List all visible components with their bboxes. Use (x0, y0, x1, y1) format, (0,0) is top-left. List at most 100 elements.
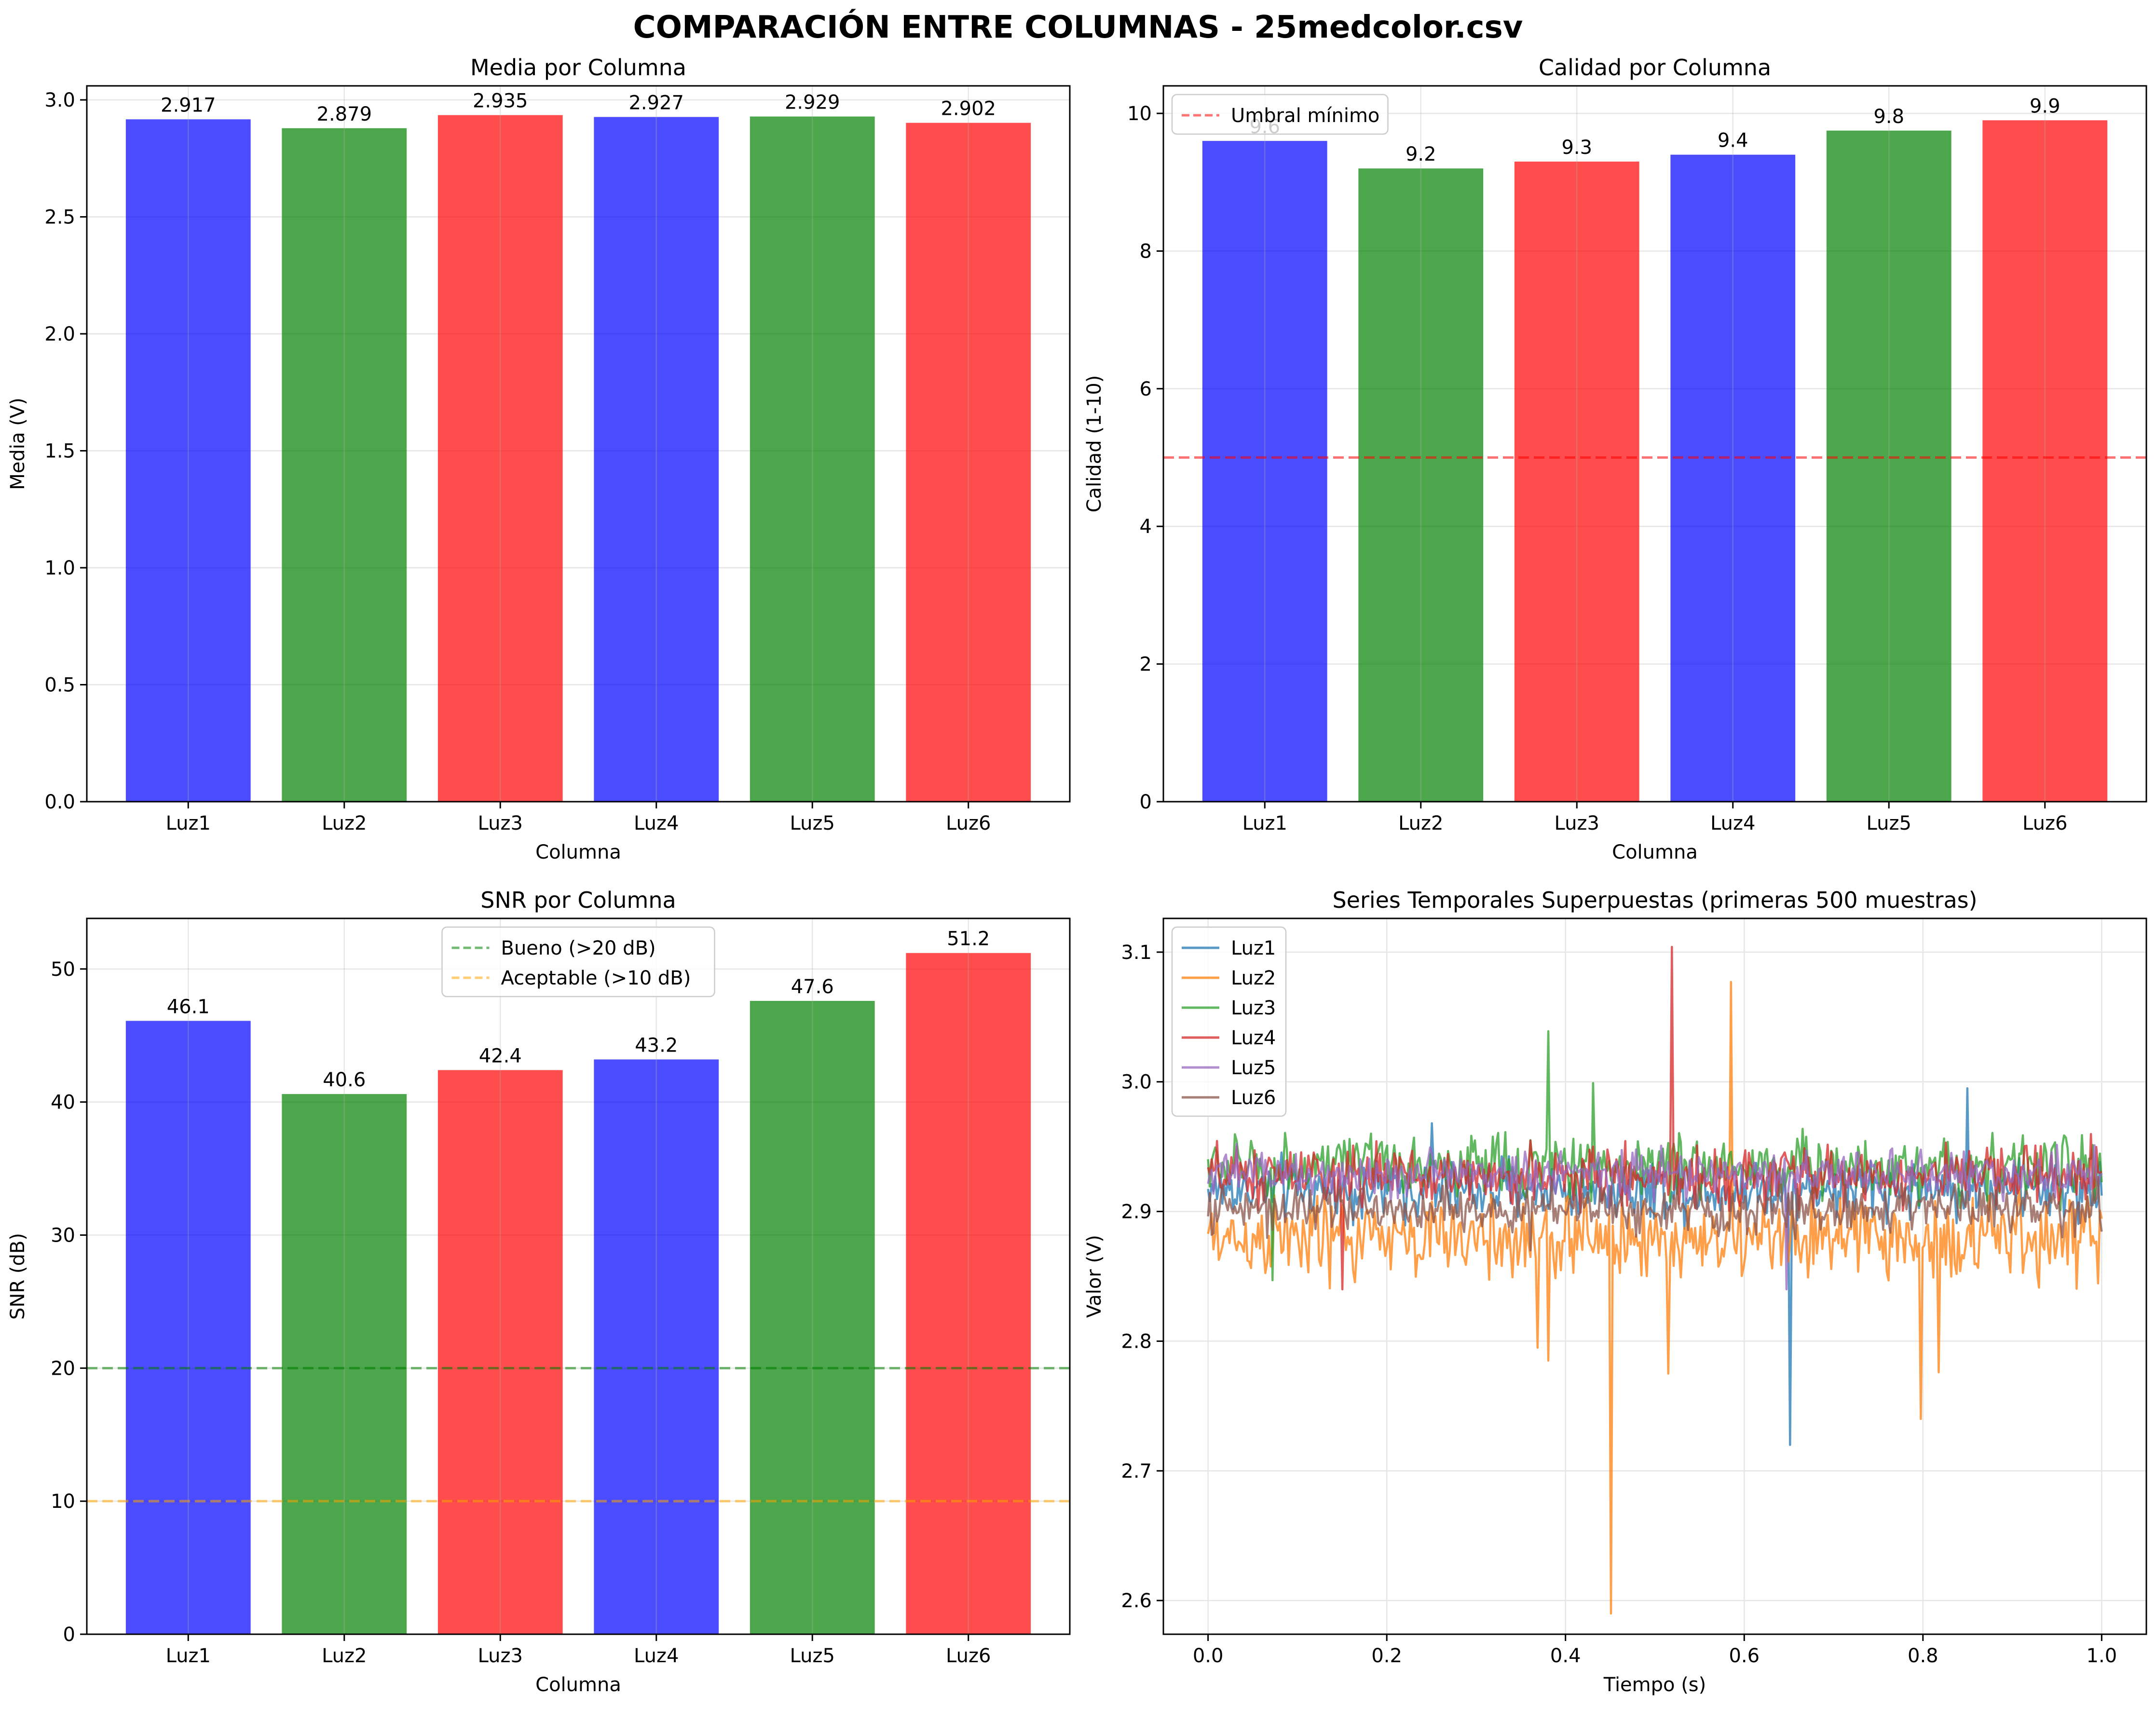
bar-luz6 (906, 123, 1031, 802)
legend-label: Luz6 (1231, 1087, 1276, 1109)
y-tick-label: 8 (1140, 240, 1152, 262)
y-tick-label: 0.0 (44, 791, 75, 813)
y-tick-label: 10 (1127, 103, 1152, 125)
axes-frame-1 (1162, 85, 2147, 803)
bar-luz4 (1670, 154, 1796, 802)
x-tick-label: Luz6 (2022, 812, 2067, 834)
x-tick-label: Luz6 (946, 812, 991, 834)
x-tick-label: 0.8 (1908, 1645, 1938, 1667)
legend-snr: Bueno (>20 dB) Aceptable (>10 dB) (441, 926, 715, 998)
bar-luz2 (1358, 168, 1484, 802)
x-tick-label: Luz2 (322, 1645, 367, 1667)
bar-value-label: 2.935 (473, 90, 528, 112)
bar-value-label: 9.8 (1873, 106, 1904, 128)
y-tick-label: 30 (51, 1224, 75, 1246)
figure-suptitle: COMPARACIÓN ENTRE COLUMNAS - 25medcolor.… (633, 9, 1523, 45)
chart-title-1: Calidad por Columna (1539, 55, 1771, 81)
y-tick-label: 2.0 (44, 323, 75, 345)
y-tick-label: 2.7 (1121, 1460, 1152, 1482)
y-axis-label-1: Calidad (1-10) (1083, 375, 1105, 513)
legend-series: Luz1 Luz2 Luz3 Luz4 Luz5 Luz6 (1171, 926, 1287, 1117)
x-tick-label: Luz1 (166, 812, 211, 834)
y-tick-label: 2 (1140, 654, 1152, 676)
x-tick-label: Luz3 (1555, 812, 1599, 834)
bar-luz6 (1982, 120, 2108, 802)
y-tick-label: 40 (51, 1092, 75, 1114)
series-line-luz2 (1207, 981, 2103, 1615)
chart-title-2: SNR por Columna (480, 887, 676, 913)
x-tick-label: Luz5 (790, 812, 835, 834)
y-tick-label: 3.0 (44, 89, 75, 111)
chart-title-3: Series Temporales Superpuestas (primeras… (1332, 887, 1977, 913)
x-tick-label: 0.6 (1729, 1645, 1760, 1667)
x-tick-label: Luz1 (1242, 812, 1287, 834)
bar-value-label: 9.9 (2030, 95, 2060, 117)
y-axis-label-3: Valor (V) (1083, 1235, 1105, 1318)
x-tick-label: Luz5 (790, 1645, 835, 1667)
x-tick-label: 0.0 (1193, 1645, 1224, 1667)
chart-snr: 0 10 20 30 40 50 46.1 Luz1 40.6 Luz2 42.4 Luz3 43.2 L… (7, 887, 1071, 1696)
x-axis-label-3: Tiempo (s) (1603, 1674, 1706, 1696)
x-axis-label-2: Columna (535, 1674, 621, 1696)
legend-label: Aceptable (>10 dB) (501, 967, 691, 989)
x-axis-label-0: Columna (535, 841, 621, 863)
axes-frame-0 (86, 85, 1071, 803)
x-tick-label: Luz3 (478, 812, 523, 834)
bar-luz5 (750, 116, 875, 802)
x-tick-label: Luz6 (946, 1645, 991, 1667)
legend-calidad: Umbral mínimo (1171, 94, 1389, 135)
legend-box (1171, 94, 1389, 135)
bar-luz1 (1202, 141, 1327, 802)
legend-box (441, 926, 715, 998)
bar-value-label: 9.3 (1561, 137, 1592, 159)
legend-label: Luz4 (1231, 1027, 1276, 1049)
x-tick-label: Luz2 (322, 812, 367, 834)
chart-calidad: 02468109.6Luz19.2Luz29.3Luz39.4Luz49.8Lu… (1083, 55, 2147, 863)
legend-label: Luz3 (1231, 997, 1276, 1019)
legend-label: Bueno (>20 dB) (501, 937, 656, 959)
series-line-luz6 (1207, 1176, 2103, 1252)
bar-value-label: 42.4 (479, 1045, 522, 1067)
y-tick-label: 0 (1140, 791, 1152, 813)
bar-value-label: 9.2 (1405, 143, 1436, 165)
chart-media: 0.0 0.5 1.0 1.5 2.0 2.5 3.0 2.917 Luz1 2.879 Luz2 2… (7, 55, 1071, 863)
bar-value-label: 9.4 (1718, 130, 1748, 152)
y-tick-label: 2.5 (44, 206, 75, 229)
y-tick-label: 0.5 (44, 674, 75, 697)
bar-luz6 (906, 953, 1031, 1634)
y-tick-label: 2.6 (1121, 1590, 1152, 1612)
bar-value-label: 2.927 (628, 92, 684, 114)
bar-luz3 (437, 115, 563, 802)
legend-box (1171, 926, 1287, 1117)
legend-label: Luz1 (1231, 937, 1276, 959)
legend-label: Umbral mínimo (1231, 105, 1379, 127)
y-axis-label-0: Media (V) (7, 397, 29, 490)
y-tick-label: 1.5 (44, 440, 75, 463)
bar-luz3 (1514, 161, 1639, 802)
x-tick-label: 0.4 (1550, 1645, 1581, 1667)
y-tick-label: 3.1 (1121, 942, 1152, 964)
y-tick-label: 3.0 (1121, 1071, 1152, 1094)
axes-frame-3 (1162, 917, 2147, 1635)
x-tick-label: Luz3 (478, 1645, 523, 1667)
bar-luz5 (750, 1001, 875, 1634)
chart-title-0: Media por Columna (470, 55, 686, 81)
y-tick-label: 2.8 (1121, 1330, 1152, 1353)
y-tick-label: 2.9 (1121, 1201, 1152, 1223)
y-tick-label: 10 (51, 1490, 75, 1513)
bar-value-label: 43.2 (635, 1034, 678, 1056)
y-tick-label: 1.0 (44, 557, 75, 579)
bar-value-label: 40.6 (323, 1069, 366, 1091)
bar-luz1 (125, 1021, 251, 1634)
x-tick-label: Luz4 (634, 812, 679, 834)
series-line-luz5 (1207, 1143, 2103, 1291)
y-tick-label: 0 (63, 1624, 75, 1646)
x-axis-label-1: Columna (1612, 841, 1698, 863)
x-tick-label: Luz2 (1398, 812, 1443, 834)
bar-luz4 (594, 1059, 719, 1634)
y-axis-label-2: SNR (dB) (7, 1233, 29, 1320)
bar-value-label: 2.929 (785, 92, 840, 114)
chart-series: 2.6 2.7 2.8 2.9 3.0 3.1 0.0 0.2 0.4 0.6 0.8 1.0 Luz1… (1083, 887, 2147, 1696)
bar-value-label: 2.917 (161, 94, 216, 116)
